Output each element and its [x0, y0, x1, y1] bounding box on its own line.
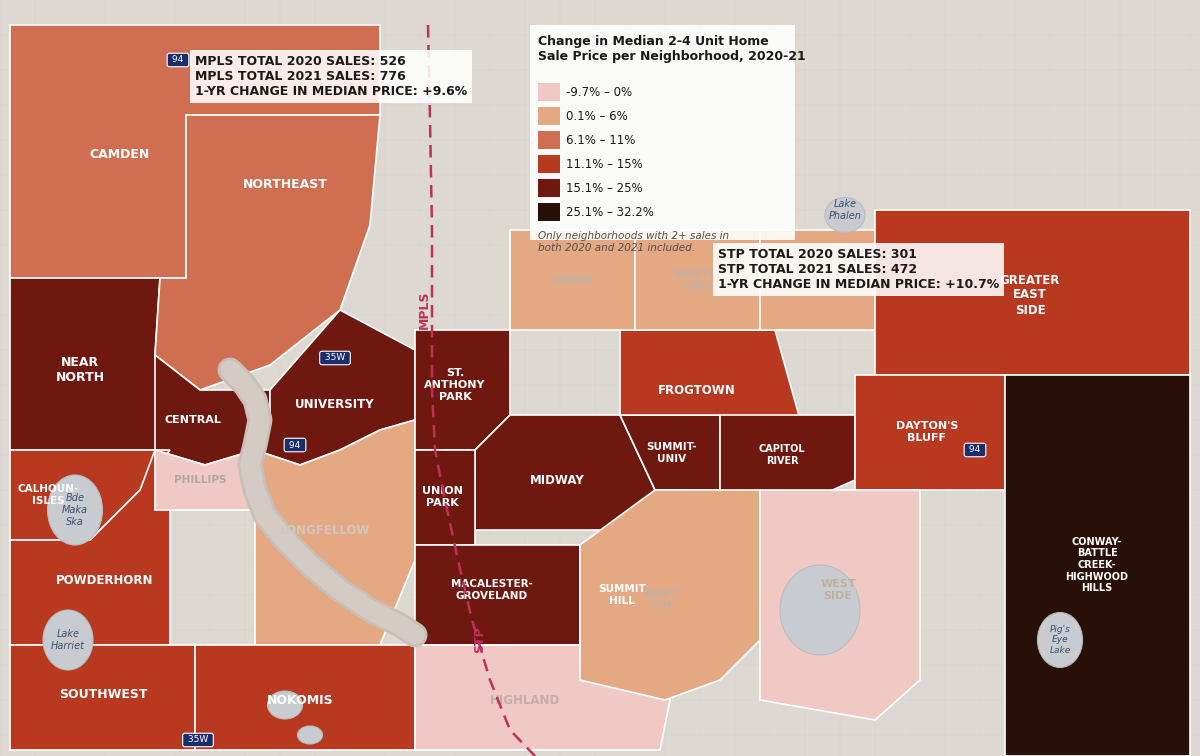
- Text: DAYTON'S
BLUFF: DAYTON'S BLUFF: [896, 421, 958, 443]
- Text: NEAR
NORTH: NEAR NORTH: [55, 356, 104, 384]
- Polygon shape: [580, 490, 760, 700]
- Text: 6.1% – 11%: 6.1% – 11%: [566, 134, 635, 147]
- Text: LONGFELLOW: LONGFELLOW: [280, 523, 371, 537]
- Text: STP: STP: [474, 627, 486, 653]
- Text: MIDWAY: MIDWAY: [529, 473, 584, 487]
- Polygon shape: [510, 230, 635, 330]
- Text: Lake
Harriet: Lake Harriet: [50, 629, 85, 651]
- Polygon shape: [10, 278, 170, 450]
- Text: 35W: 35W: [322, 354, 348, 362]
- Text: CALHOUN-
ISLES: CALHOUN- ISLES: [17, 484, 79, 506]
- Text: SOUTHWEST: SOUTHWEST: [59, 689, 148, 702]
- Polygon shape: [10, 450, 170, 540]
- Ellipse shape: [780, 565, 860, 655]
- Polygon shape: [760, 490, 920, 720]
- Text: NORTH
END: NORTH END: [676, 269, 719, 291]
- Text: STP TOTAL 2020 SALES: 301
STP TOTAL 2021 SALES: 472
1-YR CHANGE IN MEDIAN PRICE:: STP TOTAL 2020 SALES: 301 STP TOTAL 2021…: [718, 248, 1000, 291]
- Polygon shape: [538, 107, 560, 125]
- Text: 94: 94: [287, 441, 304, 450]
- Text: NORTHEAST: NORTHEAST: [242, 178, 328, 191]
- Ellipse shape: [1038, 612, 1082, 668]
- Polygon shape: [620, 415, 720, 490]
- Text: GREATER
EAST
SIDE: GREATER EAST SIDE: [1000, 274, 1060, 317]
- Polygon shape: [415, 645, 670, 750]
- Polygon shape: [155, 115, 380, 390]
- Text: FROGTOWN: FROGTOWN: [658, 383, 736, 396]
- Text: 0.1% – 6%: 0.1% – 6%: [566, 110, 628, 122]
- Text: CONWAY-
BATTLE
CREEK-
HIGHWOOD
HILLS: CONWAY- BATTLE CREEK- HIGHWOOD HILLS: [1066, 537, 1128, 593]
- Ellipse shape: [298, 726, 323, 744]
- Text: -9.7% – 0%: -9.7% – 0%: [566, 85, 632, 98]
- Polygon shape: [10, 450, 170, 645]
- Polygon shape: [475, 415, 655, 530]
- Text: POWDERHORN: POWDERHORN: [56, 574, 154, 587]
- Polygon shape: [580, 545, 665, 645]
- Text: WEST
SIDE: WEST SIDE: [820, 579, 856, 601]
- Polygon shape: [538, 155, 560, 173]
- Polygon shape: [620, 330, 810, 490]
- Text: SUMMIT-
UNIV: SUMMIT- UNIV: [647, 442, 697, 463]
- Text: NOKOMIS: NOKOMIS: [266, 693, 334, 707]
- Polygon shape: [10, 645, 194, 750]
- Polygon shape: [415, 450, 475, 545]
- Text: CENTRAL: CENTRAL: [164, 415, 222, 425]
- Text: 94: 94: [966, 445, 984, 454]
- Ellipse shape: [43, 610, 94, 670]
- Text: 15.1% – 25%: 15.1% – 25%: [566, 181, 643, 194]
- Polygon shape: [256, 310, 415, 465]
- Text: ST.
ANTHONY
PARK: ST. ANTHONY PARK: [425, 368, 486, 401]
- Text: 11.1% – 15%: 11.1% – 15%: [566, 157, 643, 171]
- Text: MPLS TOTAL 2020 SALES: 526
MPLS TOTAL 2021 SALES: 776
1-YR CHANGE IN MEDIAN PRIC: MPLS TOTAL 2020 SALES: 526 MPLS TOTAL 20…: [194, 55, 467, 98]
- Ellipse shape: [268, 691, 302, 719]
- Polygon shape: [415, 545, 580, 645]
- Polygon shape: [415, 330, 510, 450]
- Text: MPLS: MPLS: [418, 291, 431, 330]
- Text: UNION
PARK: UNION PARK: [421, 486, 462, 508]
- Polygon shape: [155, 450, 256, 510]
- Text: MACALESTER-
GROVELAND: MACALESTER- GROVELAND: [451, 579, 533, 601]
- Polygon shape: [155, 355, 270, 465]
- Polygon shape: [635, 230, 760, 330]
- Polygon shape: [538, 131, 560, 149]
- Polygon shape: [538, 179, 560, 197]
- Polygon shape: [530, 25, 796, 240]
- Text: 94: 94: [169, 55, 186, 64]
- Text: UNIVERSITY: UNIVERSITY: [295, 398, 374, 411]
- Text: COMO: COMO: [552, 274, 593, 287]
- Text: 25.1% – 32.2%: 25.1% – 32.2%: [566, 206, 654, 218]
- Text: Bde
Maka
Ska: Bde Maka Ska: [62, 494, 88, 527]
- Polygon shape: [875, 210, 1190, 375]
- Text: CAPITOL
RIVER: CAPITOL RIVER: [758, 445, 805, 466]
- Ellipse shape: [826, 197, 865, 233]
- Ellipse shape: [48, 475, 102, 545]
- Polygon shape: [720, 415, 854, 500]
- Text: Lake
Phalen: Lake Phalen: [828, 199, 862, 221]
- Polygon shape: [1006, 375, 1190, 756]
- Text: Change in Median 2-4 Unit Home
Sale Price per Neighborhood, 2020-21: Change in Median 2-4 Unit Home Sale Pric…: [538, 35, 805, 63]
- Text: SUMMIT
HILL: SUMMIT HILL: [598, 584, 646, 606]
- Text: HIGHLAND: HIGHLAND: [490, 693, 560, 707]
- Polygon shape: [854, 375, 1006, 490]
- Text: WEST
7TH: WEST 7TH: [642, 589, 678, 611]
- Polygon shape: [538, 203, 560, 221]
- Polygon shape: [760, 230, 875, 330]
- Polygon shape: [194, 645, 415, 750]
- Text: PAYNE-
PHALEN: PAYNE- PHALEN: [792, 269, 842, 291]
- Polygon shape: [10, 25, 380, 278]
- Text: CAMDEN: CAMDEN: [90, 148, 150, 162]
- Text: PHILLIPS: PHILLIPS: [174, 475, 227, 485]
- Text: Pig's
Eye
Lake: Pig's Eye Lake: [1049, 625, 1070, 655]
- Text: Only neighborhoods with 2+ sales in
both 2020 and 2021 included.: Only neighborhoods with 2+ sales in both…: [538, 231, 730, 253]
- Text: 35W: 35W: [185, 736, 211, 745]
- Polygon shape: [538, 83, 560, 101]
- Polygon shape: [256, 420, 415, 645]
